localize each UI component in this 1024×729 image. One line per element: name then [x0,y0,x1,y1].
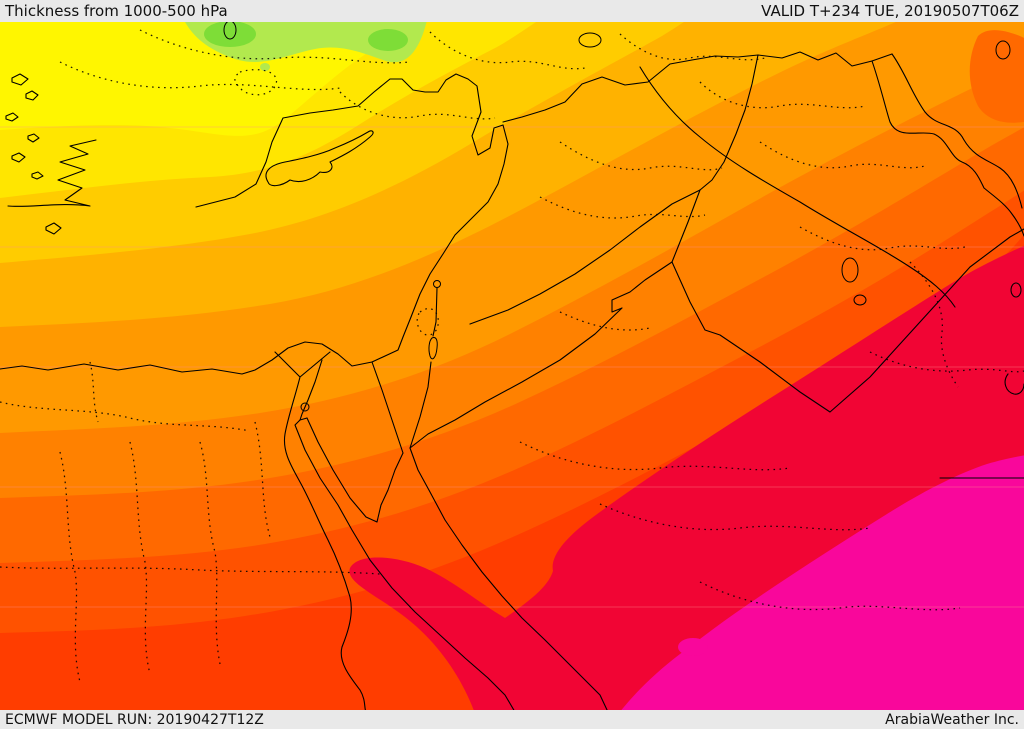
island-gulf [1010,282,1022,298]
border-israel-jordan [409,287,438,449]
footer-bar: ECMWF MODEL RUN: 20190427T12Z ArabiaWeat… [0,710,1024,729]
lake-habbaniyah [853,294,867,306]
river-nile [274,351,366,710]
islands-aegean [5,73,62,235]
sea-of-galilee [433,280,441,288]
coastline-mediterranean [0,73,509,375]
coastline-gulf-of-suez [306,417,404,523]
bitter-lakes [300,402,310,412]
border-syria-iraq [699,54,759,191]
coastline-red-sea-west [294,419,515,710]
band-green-spot [260,63,270,71]
dead-sea [428,337,438,360]
coast-and-borders [0,51,1024,710]
border-turkey-syria [502,51,893,123]
suez-canal [299,359,323,421]
map-title: Thickness from 1000-500 hPa [5,2,228,20]
thickness-map-svg [0,22,1024,710]
band-patch-deep-orange-ne [969,30,1024,123]
lakes [223,22,1011,412]
model-run-label: ECMWF MODEL RUN: 20190427T12Z [5,711,264,728]
admin-boundaries [0,29,1024,683]
lake-tuz [223,22,237,40]
credit-label: ArabiaWeather Inc. [885,711,1019,728]
map-area [0,22,1024,710]
coastline-red-sea-east [409,447,608,710]
border-israel-egypt [371,361,404,454]
river-euphrates [639,66,956,308]
coastline-cyprus [265,130,374,187]
border-jordan-saudi [409,261,673,449]
graticule-lines [0,126,1024,608]
header-bar: Thickness from 1000-500 hPa VALID T+234 … [0,0,1024,22]
coastline-gulf-kuwait [1004,373,1024,395]
band-patch-magenta-islet [678,638,708,656]
band-green-bright-west [204,22,256,47]
river-tigris [871,60,1024,237]
lake-van [578,32,602,48]
border-iran [891,53,1023,209]
band-magenta [621,455,1024,710]
border-syria-jordan [469,189,701,325]
band-green-bright-east [368,29,408,51]
lake-tharthar [841,257,859,283]
border-iraq-saudi [671,228,1024,413]
valid-time-label: VALID T+234 TUE, 20190507T06Z [761,2,1019,20]
thickness-bands [0,22,1024,710]
lake-urmia [995,40,1011,60]
coastline-aegean [7,139,97,207]
border-jordan-iraq [671,189,701,263]
